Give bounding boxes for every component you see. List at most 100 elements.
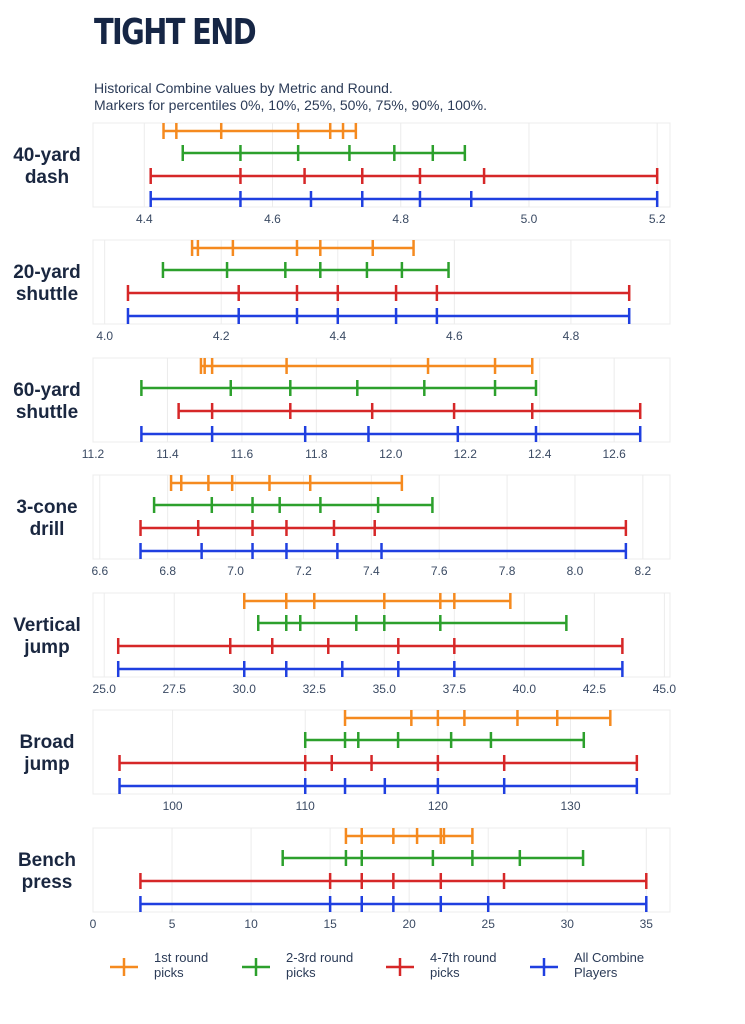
series-4-7th-round-picks	[177, 403, 642, 419]
legend-label: picks	[430, 965, 460, 980]
metric-label: Broad	[20, 732, 75, 753]
tick-label: 130	[561, 799, 581, 813]
series-all-combine-players	[118, 778, 639, 794]
legend-label: 4-7th round	[430, 950, 497, 965]
tick-label: 7.8	[499, 564, 516, 578]
series-1st-round-picks	[243, 593, 512, 609]
legend-label: picks	[286, 965, 316, 980]
legend-label: Players	[574, 965, 618, 980]
metric-label: dash	[25, 167, 69, 188]
metric-label: 60-yard	[13, 380, 81, 401]
series-1st-round-picks	[344, 828, 474, 844]
tick-label: 100	[163, 799, 183, 813]
series-2-3rd-round-picks	[161, 262, 450, 278]
series-1st-round-picks	[169, 475, 404, 491]
tick-label: 35.0	[373, 682, 397, 696]
series-1st-round-picks	[343, 710, 612, 726]
tick-label: 5	[169, 917, 176, 931]
series-4-7th-round-picks	[139, 873, 648, 889]
tick-label: 25.0	[93, 682, 117, 696]
panel-frame	[92, 122, 671, 208]
metric-label: 20-yard	[13, 262, 81, 283]
series-all-combine-players	[126, 308, 631, 324]
tick-label: 8.0	[567, 564, 584, 578]
tick-label: 30.0	[233, 682, 257, 696]
tick-label: 4.0	[96, 329, 113, 343]
series-2-3rd-round-picks	[303, 732, 586, 748]
tick-label: 45.0	[653, 682, 677, 696]
series-all-combine-players	[149, 191, 659, 207]
series-1st-round-picks	[190, 240, 415, 256]
tick-label: 35	[640, 917, 654, 931]
tick-label: 120	[428, 799, 448, 813]
metric-label: press	[22, 872, 73, 893]
panel-60-yard-shuttle: 11.2 11.4 11.6 11.8 12.0 12.2 12.4 12.6 60-yards…	[13, 357, 671, 461]
tick-label: 12.2	[454, 447, 478, 461]
tick-label: 15	[323, 917, 337, 931]
panel-frame	[92, 357, 671, 443]
tick-label: 32.5	[303, 682, 327, 696]
panel-frame	[92, 709, 671, 795]
series-4-7th-round-picks	[139, 520, 628, 536]
metric-label: 40-yard	[13, 145, 81, 166]
tick-label: 8.2	[635, 564, 652, 578]
legend-label: 2-3rd round	[286, 950, 353, 965]
tick-label: 11.4	[156, 447, 179, 461]
tick-label: 10	[244, 917, 258, 931]
tick-label: 7.0	[227, 564, 244, 578]
tick-label: 40.0	[513, 682, 537, 696]
tick-label: 11.2	[82, 447, 105, 461]
metric-label: shuttle	[16, 284, 78, 305]
legend-label: All Combine	[574, 950, 644, 965]
series-all-combine-players	[139, 543, 628, 559]
tick-label: 12.6	[602, 447, 626, 461]
panel-frame	[92, 827, 671, 913]
tick-label: 7.2	[295, 564, 312, 578]
tick-label: 12.4	[528, 447, 552, 461]
panel-frame	[92, 592, 671, 678]
tick-label: 4.6	[446, 329, 463, 343]
series-4-7th-round-picks	[126, 285, 631, 301]
series-1st-round-picks	[199, 358, 534, 374]
tick-label: 37.5	[443, 682, 467, 696]
tick-label: 20	[402, 917, 416, 931]
metric-label: Bench	[18, 850, 76, 871]
tick-label: 5.0	[521, 212, 538, 226]
metric-label: shuttle	[16, 402, 78, 423]
tick-label: 4.2	[213, 329, 230, 343]
tick-label: 7.6	[431, 564, 448, 578]
series-2-3rd-round-picks	[140, 380, 538, 396]
series-2-3rd-round-picks	[257, 615, 568, 631]
series-2-3rd-round-picks	[181, 145, 467, 161]
series-4-7th-round-picks	[149, 168, 659, 184]
metric-label: jump	[23, 637, 69, 658]
panel-vertical-jump: 25.0 27.5 30.0 32.5 35.0 37.5 40.0 42.5 45.0 Vert…	[13, 592, 677, 696]
series-all-combine-players	[116, 661, 624, 677]
metric-label: Vertical	[13, 615, 81, 636]
series-4-7th-round-picks	[118, 755, 639, 771]
tick-label: 4.8	[392, 212, 409, 226]
tick-label: 4.8	[563, 329, 580, 343]
metric-label: jump	[23, 754, 69, 775]
tick-label: 0	[90, 917, 97, 931]
tick-label: 11.6	[231, 447, 254, 461]
subtitle-line-1: Historical Combine values by Metric and …	[94, 80, 393, 96]
metric-label: drill	[30, 519, 65, 540]
series-4-7th-round-picks	[116, 638, 624, 654]
tick-label: 5.2	[649, 212, 666, 226]
tick-label: 42.5	[583, 682, 607, 696]
tick-label: 11.8	[305, 447, 328, 461]
series-2-3rd-round-picks	[281, 850, 585, 866]
series-2-3rd-round-picks	[152, 497, 434, 513]
tick-label: 12.0	[379, 447, 403, 461]
